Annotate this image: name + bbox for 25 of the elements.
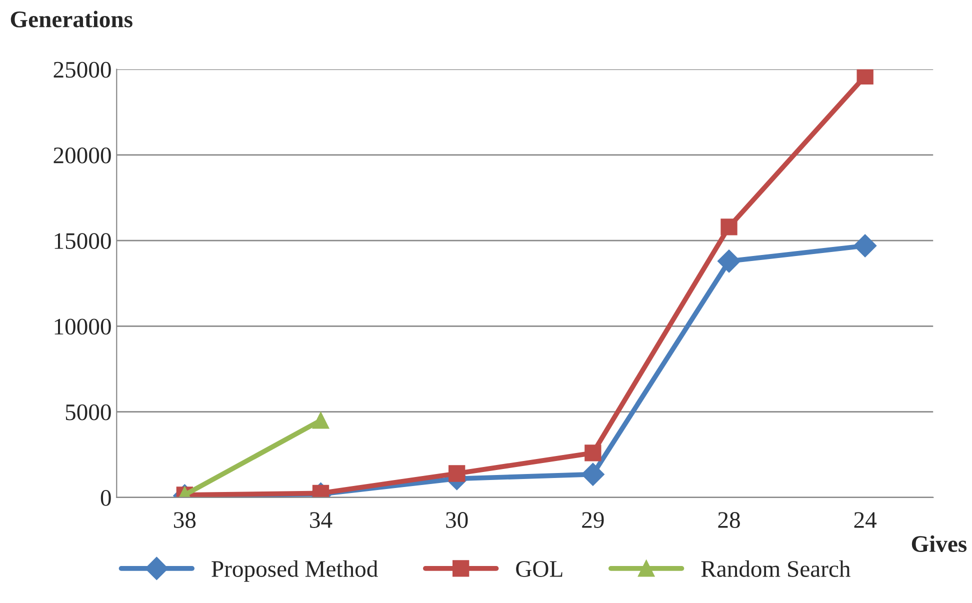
legend-label: GOL (516, 561, 562, 577)
y-tick-label: 0 (100, 490, 111, 506)
y-axis-title: Generations (10, 10, 132, 28)
x-axis-title: Gives (912, 535, 967, 552)
x-tick-label: 29 (582, 512, 604, 528)
legend-label: Random Search (701, 560, 850, 577)
point (584, 444, 602, 462)
y-tick-label: 5000 (66, 404, 111, 420)
y-tick-label: 15000 (54, 233, 111, 250)
x-tick-label: 38 (174, 512, 196, 528)
x-tick-label: 24 (854, 512, 877, 528)
point (448, 465, 466, 482)
x-tick-label: 28 (718, 512, 740, 528)
y-tick-label: 25000 (54, 62, 111, 78)
x-tick-label: 30 (446, 512, 468, 528)
point (718, 250, 740, 273)
point (312, 412, 330, 429)
legend-label: Proposed Method (212, 560, 378, 582)
y-tick-label: 20000 (54, 147, 111, 164)
point (581, 462, 604, 486)
x-tick-label: 34 (310, 512, 332, 528)
point (854, 234, 877, 258)
point (720, 218, 738, 236)
y-tick-label: 10000 (54, 318, 111, 335)
point (856, 69, 874, 85)
